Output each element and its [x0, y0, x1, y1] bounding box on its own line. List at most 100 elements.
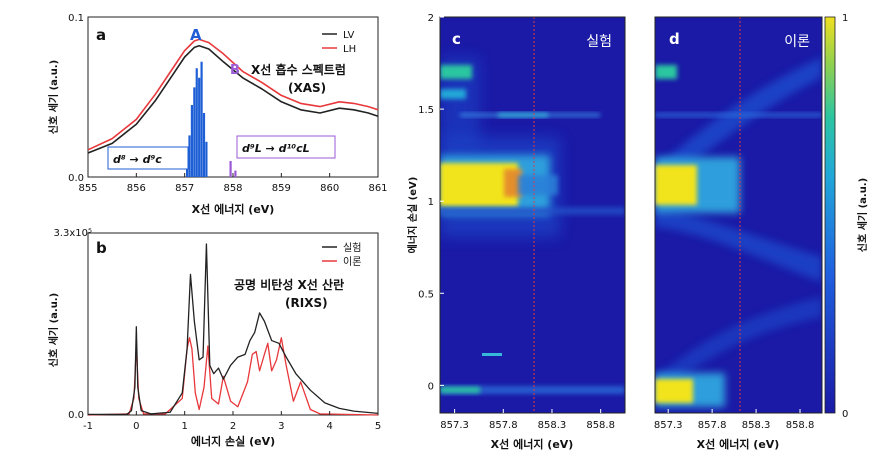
panel-a-x-ticks: 855 856 857 858 859 860 861	[78, 173, 388, 194]
c-xticks-label-0: 857.3	[440, 420, 469, 431]
panel-c-xlabel: X선 에너지 (eV)	[491, 437, 574, 451]
c-band-1-0-orange	[504, 169, 522, 197]
d-band-1-0-core	[655, 165, 697, 205]
panel-c-y-ticks: 0 0.5 1 1.5 2	[418, 13, 444, 392]
transition-label-a-box: d⁸ → d⁹c	[107, 146, 189, 170]
a-xtick-label-1: 856	[127, 183, 146, 194]
b-xtick-label-6: 5	[375, 421, 381, 432]
c-band-0-0-core	[440, 387, 480, 393]
d-band-0-0-core	[655, 379, 693, 403]
panel-a-label: a	[96, 26, 106, 44]
panel-d-frame	[654, 16, 823, 414]
panel-b-label: b	[96, 239, 107, 257]
panel-b-chart: b 공명 비탄성 X선 산란 (RIXS) 실험 이론 -1 0 1 2 3 4 5 0.0…	[47, 228, 381, 448]
panel-a-ytick-1: 0.1	[68, 13, 84, 24]
b-xtick-label-3: 2	[230, 421, 236, 432]
c-ytick-label-2: 1	[428, 197, 434, 208]
panel-b-lines	[87, 243, 379, 416]
panel-b-ytick-0: 0.0	[68, 410, 84, 421]
panel-a-chart: a A B X선 흡수 스펙트럼 (XAS) LV LH d⁸ → d⁹c d⁹…	[47, 13, 388, 216]
d-xticks-label-1: 857.8	[698, 420, 727, 431]
transition-label-a: d⁸ → d⁹c	[113, 153, 162, 166]
b-xtick-label-0: -1	[83, 421, 93, 432]
panel-b-ylabel: 신호 세기 (a.u.)	[47, 293, 60, 367]
d-feature-1-7	[655, 65, 677, 79]
panel-c-ylabel: 에너지 손실 (eV)	[406, 177, 419, 254]
panel-a-legend: LV LH	[322, 30, 356, 55]
panel-d-x-ticks: 857.3 857.8 858.3 858.8	[654, 409, 814, 431]
b-xtick-label-1: 0	[133, 421, 139, 432]
panel-b-title-line1: 공명 비탄성 X선 산란	[234, 277, 344, 292]
transition-label-b: d⁹L → d¹⁰cL	[242, 142, 310, 155]
b-xtick-label-2: 1	[181, 421, 187, 432]
a-xtick-label-0: 855	[78, 183, 97, 194]
panel-d-xlabel: X선 에너지 (eV)	[697, 437, 780, 451]
peak-a-annotation: A	[190, 26, 202, 44]
panel-c-heatmap: c 실험 857.3 857.8 858.3 858.8 0 0.5 1 1.5 2 X선 에…	[406, 13, 626, 451]
panel-b-legend: 실험 이론	[322, 242, 361, 268]
rixs-series-line-1	[87, 337, 379, 416]
c-xticks-label-1: 857.8	[489, 420, 518, 431]
panel-a-ytick-0: 0.0	[68, 173, 84, 184]
panel-b-xlabel: 에너지 손실 (eV)	[191, 434, 275, 448]
panel-c-frame	[439, 16, 626, 414]
c-feature-0-2	[482, 353, 502, 356]
a-xtick-label-6: 861	[368, 183, 387, 194]
rixs-series-line-0	[88, 243, 379, 416]
c-ytick-label-4: 2	[428, 13, 434, 24]
panel-d-plot-area	[655, 17, 822, 413]
a-xtick-label-5: 860	[320, 183, 339, 194]
a-xtick-label-2: 857	[175, 183, 194, 194]
colorbar: 1 0 신호 세기 (a.u.)	[824, 13, 869, 420]
colorbar-gradient	[824, 16, 836, 414]
c-feature-1-6	[440, 89, 466, 99]
c-ytick-label-0: 0	[428, 381, 434, 392]
panel-c-x-ticks: 857.3 857.8 858.3 858.8	[440, 409, 615, 431]
panel-a-xlabel: X선 에너지 (eV)	[192, 202, 275, 216]
b-xtick-label-4: 3	[278, 421, 284, 432]
panel-d-heatmap: d 이론 857.3 857.8 858.3 858.8 X선 에너지 (eV)	[654, 16, 823, 451]
panel-b-x-ticks: -1 0 1 2 3 4 5	[83, 411, 381, 432]
d-xticks-label-0: 857.3	[654, 420, 683, 431]
legend-theory-label: 이론	[343, 256, 361, 268]
panel-a-sticks	[185, 61, 237, 177]
d-ridge-bottom	[655, 297, 822, 397]
d-ridge-lower	[655, 207, 822, 282]
transition-label-b-box: d⁹L → d¹⁰cL	[236, 135, 336, 159]
a-xtick-label-4: 859	[272, 183, 291, 194]
panel-b-ytick-1: 3.3x10⁵	[53, 228, 92, 239]
c-band-0-9	[440, 207, 625, 215]
panel-a-ylabel: 신호 세기 (a.u.)	[47, 60, 60, 134]
c-feature-1-7	[440, 65, 472, 79]
c-xticks-label-3: 858.8	[586, 420, 615, 431]
panel-c-title: 실험	[586, 34, 612, 50]
a-xtick-label-3: 858	[223, 183, 242, 194]
series-line-lv	[87, 44, 379, 154]
panel-c-label: c	[452, 30, 461, 48]
legend-exp-label: 실험	[343, 242, 361, 254]
d-xticks-label-3: 858.8	[786, 420, 815, 431]
panel-a-title-line1: X선 흡수 스펙트럼	[251, 62, 346, 77]
peak-b-annotation: B	[230, 63, 240, 78]
panel-d-label: d	[669, 30, 680, 48]
b-xtick-label-5: 4	[326, 421, 332, 432]
colorbar-tick-max: 1	[842, 13, 848, 24]
c-band-1-0-tail	[518, 175, 558, 195]
d-band-1-5	[655, 113, 822, 117]
c-ytick-label-3: 1.5	[418, 105, 434, 116]
legend-lh-label: LH	[343, 44, 356, 55]
c-band-0-0	[440, 386, 625, 394]
legend-lv-label: LV	[343, 30, 354, 41]
c-band-1-5-core	[498, 113, 548, 117]
panel-b-title-line2: (RIXS)	[285, 296, 328, 310]
panel-a-title-line2: (XAS)	[288, 81, 326, 95]
d-ridge-upper	[655, 57, 822, 187]
colorbar-tick-min: 0	[842, 409, 848, 420]
c-ytick-label-1: 0.5	[418, 289, 434, 300]
panel-c-plot-area	[440, 17, 625, 413]
d-xticks-label-2: 858.3	[742, 420, 771, 431]
c-xticks-label-2: 858.3	[538, 420, 567, 431]
panel-d-title: 이론	[784, 34, 810, 50]
colorbar-label: 신호 세기 (a.u.)	[856, 178, 869, 252]
